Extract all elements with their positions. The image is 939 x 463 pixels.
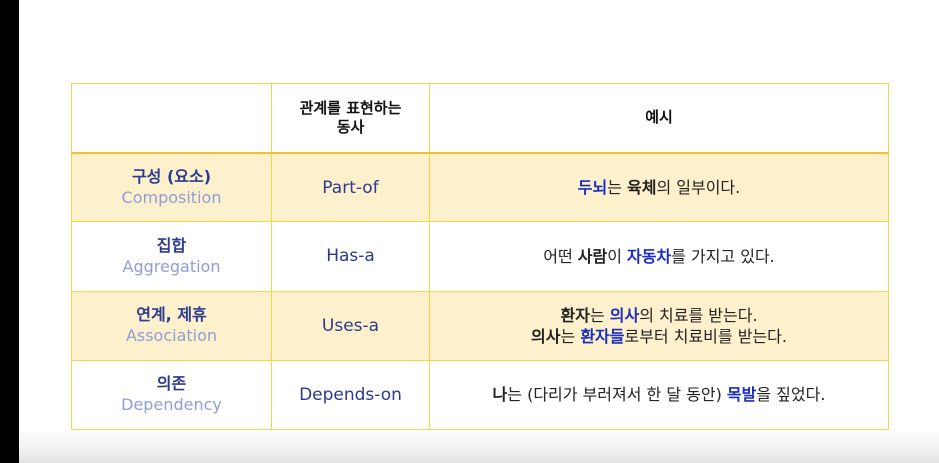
table-row: 연계, 제휴 Association Uses-a 환자는 의사의 치료를 받는… (71, 290, 889, 361)
verb-cell: Has-a (271, 221, 430, 292)
verb-cell: Depends-on (271, 359, 430, 431)
relation-english: Composition (121, 188, 222, 208)
bottom-shadow (19, 429, 939, 463)
header-empty-cell (71, 82, 272, 154)
header-verb: 관계를 표현하는 동사 (271, 82, 430, 154)
relation-name-cell: 연계, 제휴 Association (71, 290, 272, 361)
example-segment: 사람 (577, 246, 608, 266)
example-highlight: 두뇌 (577, 178, 608, 198)
relation-english: Aggregation (122, 256, 221, 276)
verb-cell: Part-of (271, 152, 430, 223)
example-segment: 어떤 (543, 246, 578, 266)
example-highlight: 목발 (726, 385, 757, 405)
header-example: 예시 (429, 82, 889, 154)
example-text: 두뇌는 육체의 일부이다. (436, 177, 882, 198)
relation-name-cell: 집합 Aggregation (71, 221, 272, 292)
relationship-table: 관계를 표현하는 동사 예시 구성 (요소) Composition Part-… (71, 82, 889, 431)
example-line: 두뇌는 육체의 일부이다. (436, 177, 882, 198)
relation-verb: Depends-on (299, 384, 402, 405)
relation-verb: Uses-a (321, 315, 380, 336)
relation-name-cell: 구성 (요소) Composition (71, 152, 272, 223)
example-text: 나는 (다리가 부러져서 한 달 동안) 목발을 짚었다. (436, 384, 882, 405)
example-segment: 환자 (560, 305, 590, 325)
relation-korean: 구성 (요소) (131, 167, 212, 187)
relation-english: Association (125, 326, 218, 346)
table-row: 구성 (요소) Composition Part-of 두뇌는 육체의 일부이다… (71, 152, 889, 223)
example-segment: 를 가지고 있다. (671, 246, 775, 266)
example-highlight: 의사 (609, 305, 640, 325)
relation-name-cell: 의존 Dependency (71, 359, 272, 431)
example-line: 어떤 사람이 자동차를 가지고 있다. (436, 246, 882, 267)
example-segment: 의 치료를 받는다. (639, 305, 758, 325)
example-line: 의사는 환자들로부터 치료비를 받는다. (436, 326, 882, 347)
example-cell: 나는 (다리가 부러져서 한 달 동안) 목발을 짚었다. (429, 359, 889, 431)
example-highlight: 자동차 (627, 246, 672, 266)
table-row: 의존 Dependency Depends-on 나는 (다리가 부러져서 한 … (71, 359, 889, 431)
example-cell: 어떤 사람이 자동차를 가지고 있다. (429, 221, 889, 292)
example-segment: 이 (607, 246, 628, 266)
example-text: 환자는 의사의 치료를 받는다. 의사는 환자들로부터 치료비를 받는다. (436, 305, 882, 347)
example-line: 환자는 의사의 치료를 받는다. (436, 305, 882, 326)
header-verb-line1: 관계를 표현하는 (299, 98, 402, 117)
table-row: 집합 Aggregation Has-a 어떤 사람이 자동차를 가지고 있다. (71, 221, 889, 292)
example-segment: 로부터 치료비를 받는다. (624, 326, 787, 346)
example-line: 나는 (다리가 부러져서 한 달 동안) 목발을 짚었다. (436, 384, 882, 405)
example-highlight: 환자들 (580, 326, 625, 346)
example-text: 어떤 사람이 자동차를 가지고 있다. (436, 246, 882, 267)
relation-verb: Has-a (326, 246, 375, 267)
example-segment: 의사 (531, 326, 561, 346)
example-cell: 두뇌는 육체의 일부이다. (429, 152, 889, 223)
header-verb-line2: 동사 (336, 117, 365, 136)
relation-korean: 집합 (156, 235, 187, 255)
example-segment: 는 (607, 178, 628, 198)
example-segment: 을 짚었다. (756, 385, 826, 405)
relation-english: Dependency (121, 395, 222, 415)
relation-korean: 연계, 제휴 (136, 305, 207, 325)
table-header-row: 관계를 표현하는 동사 예시 (71, 82, 889, 154)
relation-verb: Part-of (322, 177, 379, 198)
example-segment: 나 (492, 385, 508, 405)
example-segment: 는 (589, 305, 610, 325)
example-cell: 환자는 의사의 치료를 받는다. 의사는 환자들로부터 치료비를 받는다. (429, 290, 889, 361)
example-segment: 는 (다리가 부러져서 한 달 동안) (507, 385, 727, 405)
example-segment: 는 (560, 326, 581, 346)
relation-korean: 의존 (156, 374, 187, 394)
verb-cell: Uses-a (271, 290, 430, 361)
left-edge-bar (0, 0, 19, 463)
example-segment: 육체 (627, 178, 657, 198)
example-segment: 의 일부이다. (656, 178, 741, 198)
